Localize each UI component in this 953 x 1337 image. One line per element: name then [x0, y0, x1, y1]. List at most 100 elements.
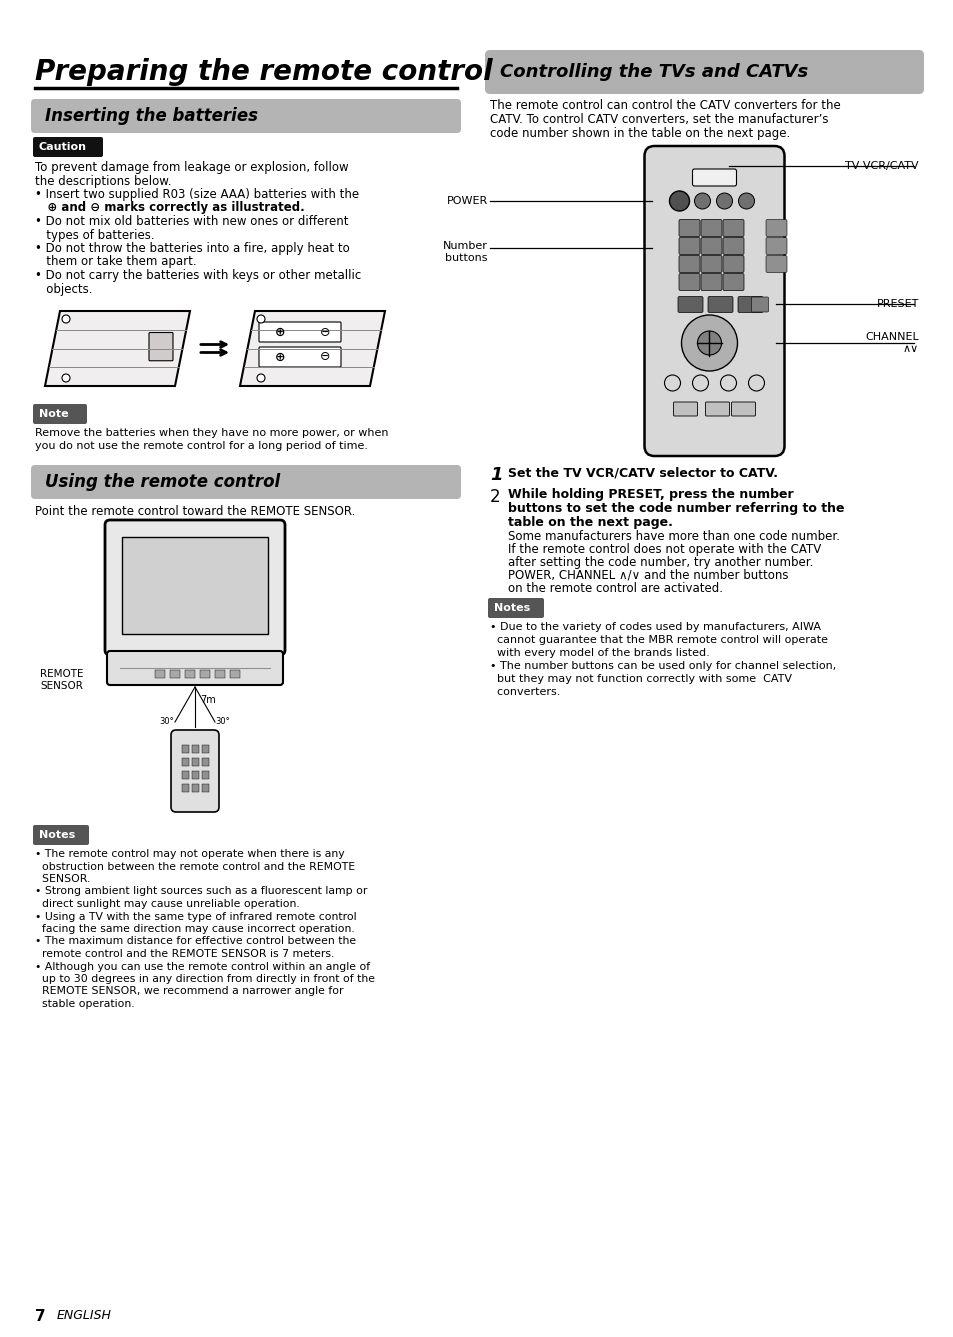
FancyBboxPatch shape — [679, 219, 700, 237]
Text: ⊕: ⊕ — [274, 325, 285, 338]
Text: up to 30 degrees in any direction from directly in front of the: up to 30 degrees in any direction from d… — [35, 973, 375, 984]
FancyBboxPatch shape — [700, 238, 721, 254]
Text: • The remote control may not operate when there is any: • The remote control may not operate whe… — [35, 849, 344, 858]
Text: table on the next page.: table on the next page. — [507, 516, 672, 529]
Text: 7: 7 — [35, 1309, 46, 1324]
FancyBboxPatch shape — [107, 651, 283, 685]
Text: PRESET: PRESET — [876, 299, 918, 309]
Bar — [182, 771, 189, 779]
Text: after setting the code number, try another number.: after setting the code number, try anoth… — [507, 556, 813, 570]
Circle shape — [62, 316, 70, 324]
Text: Some manufacturers have more than one code number.: Some manufacturers have more than one co… — [507, 529, 840, 543]
FancyBboxPatch shape — [678, 297, 702, 313]
FancyBboxPatch shape — [33, 404, 87, 424]
Text: Inserting the batteries: Inserting the batteries — [45, 107, 257, 124]
Bar — [192, 783, 199, 792]
Bar — [182, 758, 189, 766]
FancyBboxPatch shape — [700, 219, 721, 237]
Polygon shape — [45, 312, 190, 386]
Text: Set the TV VCR/CATV selector to CATV.: Set the TV VCR/CATV selector to CATV. — [507, 467, 778, 479]
Text: them or take them apart.: them or take them apart. — [35, 255, 196, 269]
Bar — [214, 670, 225, 678]
Text: buttons to set the code number referring to the: buttons to set the code number referring… — [507, 501, 843, 515]
Bar — [230, 670, 240, 678]
Text: POWER: POWER — [446, 197, 488, 206]
Circle shape — [680, 316, 737, 370]
Text: types of batteries.: types of batteries. — [35, 229, 154, 242]
FancyBboxPatch shape — [722, 219, 743, 237]
Text: ⊕: ⊕ — [274, 350, 285, 364]
Circle shape — [692, 374, 708, 390]
Text: Controlling the TVs and CATVs: Controlling the TVs and CATVs — [499, 63, 807, 82]
FancyBboxPatch shape — [738, 297, 762, 313]
Circle shape — [256, 316, 265, 324]
Text: REMOTE SENSOR, we recommend a narrower angle for: REMOTE SENSOR, we recommend a narrower a… — [35, 987, 343, 996]
Text: CATV. To control CATV converters, set the manufacturer’s: CATV. To control CATV converters, set th… — [490, 114, 827, 126]
Text: facing the same direction may cause incorrect operation.: facing the same direction may cause inco… — [35, 924, 355, 935]
FancyBboxPatch shape — [705, 402, 729, 416]
Circle shape — [669, 191, 689, 211]
Text: REMOTE
SENSOR: REMOTE SENSOR — [40, 668, 84, 691]
FancyBboxPatch shape — [673, 402, 697, 416]
Text: • The maximum distance for effective control between the: • The maximum distance for effective con… — [35, 936, 355, 947]
Text: • Although you can use the remote control within an angle of: • Although you can use the remote contro… — [35, 961, 370, 972]
Bar — [182, 783, 189, 792]
FancyBboxPatch shape — [765, 255, 786, 273]
Text: code number shown in the table on the next page.: code number shown in the table on the ne… — [490, 127, 789, 140]
Text: While holding PRESET, press the number: While holding PRESET, press the number — [507, 488, 793, 501]
Circle shape — [62, 374, 70, 382]
Text: ENGLISH: ENGLISH — [57, 1309, 112, 1322]
Text: • Do not carry the batteries with keys or other metallic: • Do not carry the batteries with keys o… — [35, 269, 361, 282]
Polygon shape — [240, 312, 385, 386]
FancyBboxPatch shape — [258, 348, 340, 366]
Bar — [192, 745, 199, 753]
Text: To prevent damage from leakage or explosion, follow: To prevent damage from leakage or explos… — [35, 160, 348, 174]
Text: ⊖: ⊖ — [319, 325, 330, 338]
Circle shape — [720, 374, 736, 390]
Bar — [202, 771, 209, 779]
Bar — [182, 745, 189, 753]
FancyBboxPatch shape — [722, 274, 743, 290]
Circle shape — [256, 374, 265, 382]
Text: remote control and the REMOTE SENSOR is 7 meters.: remote control and the REMOTE SENSOR is … — [35, 949, 334, 959]
Text: • Using a TV with the same type of infrared remote control: • Using a TV with the same type of infra… — [35, 912, 356, 921]
Text: Preparing the remote control: Preparing the remote control — [35, 57, 492, 86]
Text: POWER, CHANNEL ∧/∨ and the number buttons: POWER, CHANNEL ∧/∨ and the number button… — [507, 570, 788, 582]
FancyBboxPatch shape — [149, 333, 172, 361]
FancyBboxPatch shape — [484, 49, 923, 94]
Text: CHANNEL
∧∨: CHANNEL ∧∨ — [864, 332, 918, 354]
Text: • Insert two supplied R03 (size AAA) batteries with the: • Insert two supplied R03 (size AAA) bat… — [35, 189, 358, 201]
Text: stable operation.: stable operation. — [35, 999, 134, 1009]
Text: Using the remote control: Using the remote control — [45, 473, 280, 491]
Bar — [185, 670, 194, 678]
Text: 2: 2 — [490, 488, 500, 505]
Circle shape — [738, 193, 754, 209]
Bar — [200, 670, 210, 678]
Bar — [192, 758, 199, 766]
FancyBboxPatch shape — [751, 297, 768, 312]
Text: • Do not throw the batteries into a fire, apply heat to: • Do not throw the batteries into a fire… — [35, 242, 350, 255]
Text: • Due to the variety of codes used by manufacturers, AIWA: • Due to the variety of codes used by ma… — [490, 622, 821, 632]
FancyBboxPatch shape — [692, 168, 736, 186]
Bar — [202, 758, 209, 766]
Text: If the remote control does not operate with the CATV: If the remote control does not operate w… — [507, 543, 821, 556]
Text: with every model of the brands listed.: with every model of the brands listed. — [490, 648, 709, 658]
FancyBboxPatch shape — [722, 238, 743, 254]
FancyBboxPatch shape — [105, 520, 285, 655]
FancyBboxPatch shape — [33, 825, 89, 845]
Circle shape — [664, 374, 679, 390]
Text: The remote control can control the CATV converters for the: The remote control can control the CATV … — [490, 99, 840, 112]
FancyBboxPatch shape — [30, 99, 460, 132]
Text: TV VCR/CATV: TV VCR/CATV — [844, 160, 918, 171]
Text: Note: Note — [39, 409, 69, 418]
Text: Notes: Notes — [494, 603, 530, 612]
Bar — [202, 783, 209, 792]
Bar — [122, 537, 268, 634]
Text: ⊖: ⊖ — [319, 350, 330, 364]
FancyBboxPatch shape — [258, 322, 340, 342]
Text: ⊕ and ⊖ marks correctly as illustrated.: ⊕ and ⊖ marks correctly as illustrated. — [35, 202, 304, 214]
FancyBboxPatch shape — [679, 255, 700, 273]
Text: obstruction between the remote control and the REMOTE: obstruction between the remote control a… — [35, 861, 355, 872]
Text: you do not use the remote control for a long period of time.: you do not use the remote control for a … — [35, 441, 368, 451]
Text: Point the remote control toward the REMOTE SENSOR.: Point the remote control toward the REMO… — [35, 505, 355, 517]
